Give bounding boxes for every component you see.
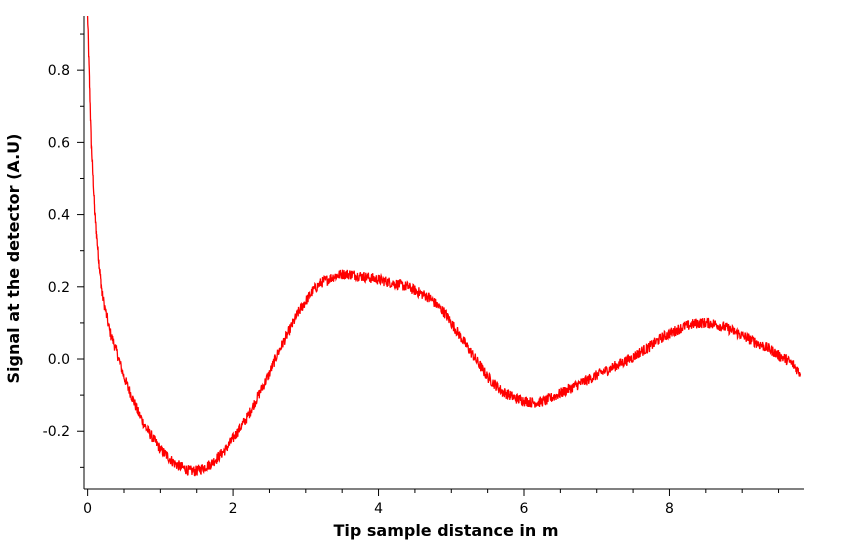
x-axis-title: Tip sample distance in m [333, 521, 558, 540]
y-tick-label: 0.0 [48, 352, 70, 368]
x-tick-label: 2 [229, 501, 238, 517]
x-ticks: 0 2 4 6 8 [83, 489, 780, 517]
x-tick-label: 4 [374, 501, 383, 517]
y-ticks: -0.2 0.0 0.2 0.4 0.6 0.8 [43, 33, 84, 468]
signal-series-line [86, 15, 802, 477]
y-tick-label: 0.2 [48, 280, 70, 296]
y-tick-label: -0.2 [43, 424, 70, 440]
y-tick-label: 0.4 [48, 208, 70, 224]
y-tick-label: 0.8 [48, 63, 70, 79]
y-tick-label: 0.6 [48, 135, 70, 151]
y-axis-title: Signal at the detector (A.U) [4, 134, 23, 384]
x-tick-label: 8 [665, 501, 674, 517]
x-tick-label: 0 [83, 501, 92, 517]
x-tick-label: 6 [520, 501, 529, 517]
